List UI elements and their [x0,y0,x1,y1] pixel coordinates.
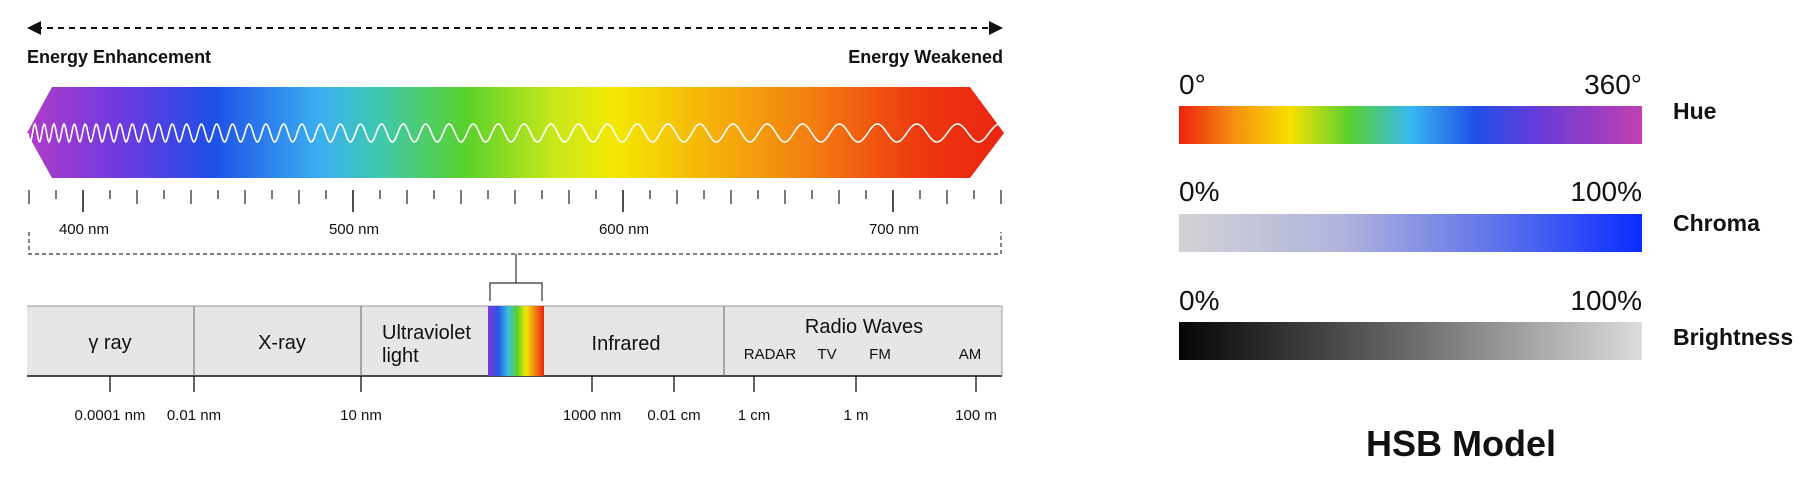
chroma-name: Chroma [1673,210,1760,236]
brightness-max-label: 100% [1570,285,1642,316]
chroma-bar [1179,214,1642,252]
radio-sub-am: AM [959,346,982,363]
region-gamma-ray: γ ray [88,332,131,354]
brightness-min-label: 0% [1179,285,1219,316]
brightness-name: Brightness [1673,324,1793,350]
hue-bar [1179,106,1642,144]
scale-ticks [109,376,977,392]
scale-label-10nm: 10 nm [340,407,382,424]
region-ultraviolet-line2: light [382,345,419,367]
scale-label-1000nm: 1000 nm [563,407,621,424]
region-ultraviolet-line1: Ultraviolet [382,322,471,344]
chroma-min-label: 0% [1179,176,1219,207]
region-x-ray: X-ray [258,332,306,354]
visible-spectrum-band [27,87,1004,178]
scale-label-001nm: 0.01 nm [167,407,221,424]
brightness-bar [1179,322,1642,360]
radio-sub-fm: FM [869,346,891,363]
chroma-max-label: 100% [1570,176,1642,207]
scale-label-1cm: 1 cm [738,407,771,424]
region-radio-waves: Radio Waves [805,316,923,338]
radio-sub-tv: TV [817,346,836,363]
wavelength-label-700: 700 nm [869,221,919,238]
hsb-model-title: HSB Model [1366,423,1556,464]
energy-weakened-label: Energy Weakened [848,47,1003,67]
scale-label-0001nm: 0.0001 nm [75,407,146,424]
scale-label-100m: 100 m [955,407,997,424]
wavelength-label-400: 400 nm [59,221,109,238]
wavelength-label-500: 500 nm [329,221,379,238]
energy-arrow [27,21,1003,35]
radio-sub-radar: RADAR [744,346,797,363]
wave-line [27,122,1001,144]
hue-max-label: 360° [1584,69,1642,100]
zoom-bracket [28,232,1002,301]
hue-min-label: 0° [1179,69,1206,100]
scale-label-001cm: 0.01 cm [647,407,700,424]
wavelength-label-600: 600 nm [599,221,649,238]
hue-name: Hue [1673,98,1716,124]
visible-light-strip [488,306,544,376]
energy-enhancement-label: Energy Enhancement [27,47,211,67]
region-infrared: Infrared [592,333,661,355]
wavelength-ruler [28,190,1002,212]
scale-label-1m: 1 m [843,407,868,424]
